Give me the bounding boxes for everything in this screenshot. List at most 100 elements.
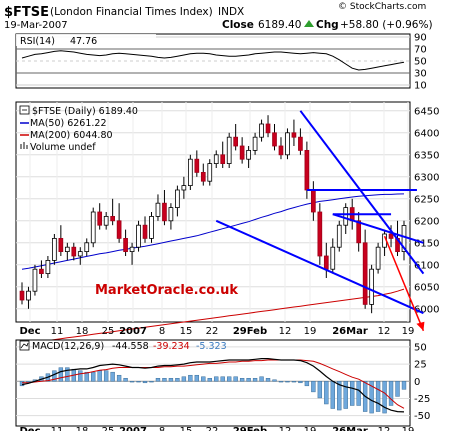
macd-histogram-bar	[233, 376, 238, 382]
candle-body	[220, 154, 226, 165]
x-tick-label: 26Mar	[332, 326, 368, 337]
candle-body	[323, 255, 329, 270]
price-tick-label: 6000	[414, 304, 439, 315]
candle-body	[187, 158, 193, 186]
macd-histogram-bar	[401, 381, 407, 390]
macd-histogram-bar	[382, 381, 387, 414]
price-tick-label: 6250	[414, 194, 439, 205]
candle-body	[19, 290, 25, 301]
ma50-line	[21, 193, 405, 270]
candle-body	[103, 215, 109, 226]
ma200-line	[21, 288, 405, 345]
price-tick-label: 6450	[414, 106, 439, 117]
x-tick-label-bottom: 26Mar	[332, 426, 368, 431]
watermark: © StockCharts.com	[338, 2, 426, 12]
macd-histogram-bar	[343, 381, 348, 409]
macd-histogram-bar	[239, 378, 245, 382]
macd-histogram-bar	[375, 381, 381, 412]
macd-histogram-bar	[350, 381, 355, 406]
x-tick-label-bottom: 22	[206, 426, 219, 431]
macd-histogram-bar	[226, 376, 232, 382]
macd-histogram-bar	[304, 381, 310, 387]
candle-body	[142, 224, 148, 239]
macd-histogram-bar	[129, 381, 135, 383]
candle-body	[64, 246, 70, 252]
macd-label: MACD(12,26,9)	[32, 341, 104, 352]
macd-histogram-bar	[162, 378, 167, 382]
macd-histogram-bar	[246, 378, 251, 382]
trendline	[332, 213, 424, 244]
legend-title: $FTSE (Daily) 6189.40	[32, 106, 138, 117]
macd-histogram-bar	[97, 370, 102, 382]
candle-body	[233, 136, 239, 147]
candle-body	[246, 149, 251, 160]
trendline	[299, 110, 425, 275]
macd-signal-line	[22, 359, 405, 409]
candle-body	[252, 136, 258, 151]
macd-tick-label: -25	[414, 394, 430, 405]
x-tick-label-bottom: 15	[180, 426, 193, 431]
macd-histogram-bar	[214, 376, 219, 382]
macd-value-1: -44.558	[112, 341, 149, 352]
candle-body	[136, 224, 141, 248]
candle-body	[175, 189, 180, 209]
macd-tick-label: 25	[414, 360, 427, 371]
price-tick-label: 6200	[414, 216, 439, 227]
candle-body	[84, 242, 90, 253]
candle-body	[362, 242, 368, 305]
macd-value-3: -5.323	[196, 341, 227, 352]
macd-histogram-bar	[265, 378, 271, 382]
candle-body	[226, 136, 232, 164]
candle-body	[285, 132, 290, 156]
x-tick-label-bottom: 2007	[119, 426, 147, 431]
macd-histogram-bar	[142, 381, 148, 384]
candle-body	[213, 154, 219, 165]
candle-body	[343, 207, 349, 226]
macd-histogram-bar	[324, 381, 329, 405]
x-tick-label: Dec	[19, 326, 40, 337]
candle-body	[32, 268, 38, 292]
candle-body	[207, 163, 213, 182]
chg-label: Chg	[316, 19, 339, 31]
red-arrowhead-icon	[416, 321, 425, 331]
symbol: $FTSE	[4, 5, 49, 20]
x-tick-label-bottom: 19	[304, 426, 317, 431]
candle-body	[52, 237, 57, 261]
macd-histogram-bar	[136, 381, 141, 383]
rsi-tick-label: 70	[414, 45, 427, 56]
macd-value-2: -39.234	[153, 341, 190, 352]
candle-body	[311, 189, 316, 213]
x-tick-label: 25	[102, 326, 115, 337]
chart-header: $FTSE (London Financial Times Index) IND…	[4, 2, 433, 31]
macd-histogram-bar	[337, 381, 342, 411]
price-tick-label: 6100	[414, 260, 439, 271]
macd-histogram-bar	[220, 376, 225, 382]
x-tick-label: 19	[304, 326, 317, 337]
rsi-tick-label: 10	[414, 81, 427, 92]
candle-body	[155, 202, 161, 217]
price-panel: 6450 6400 6350 6300 6250 6200 6150 6100 6050 6000…	[15, 101, 439, 345]
x-tick-label: 12	[378, 326, 391, 337]
candle-body	[298, 136, 303, 151]
candle-body	[26, 290, 31, 301]
close-label: Close	[222, 19, 254, 31]
macd-histogram-bar	[207, 378, 212, 382]
candle-body	[239, 145, 245, 160]
price-tick-label: 6150	[414, 238, 439, 249]
exchange: INDX	[218, 6, 244, 18]
candle-body	[116, 220, 122, 239]
macd-tick-label: 0	[414, 377, 420, 388]
macd-histogram-bar	[116, 374, 122, 382]
candle-body	[123, 237, 128, 252]
x-tick-label: 2007	[119, 326, 147, 337]
macd-histogram-bar	[194, 374, 200, 382]
price-legend: $FTSE (Daily) 6189.40 MA(50) 6261.22 MA(…	[19, 105, 138, 153]
candle-body	[259, 123, 264, 138]
candle-body	[336, 224, 342, 248]
index-name: (London Financial Times Index)	[50, 6, 213, 18]
x-tick-label: 19	[402, 326, 415, 337]
macd-histogram-bar	[356, 381, 361, 406]
rsi-tick-label: 50	[414, 57, 427, 68]
candle-body	[401, 225, 407, 253]
